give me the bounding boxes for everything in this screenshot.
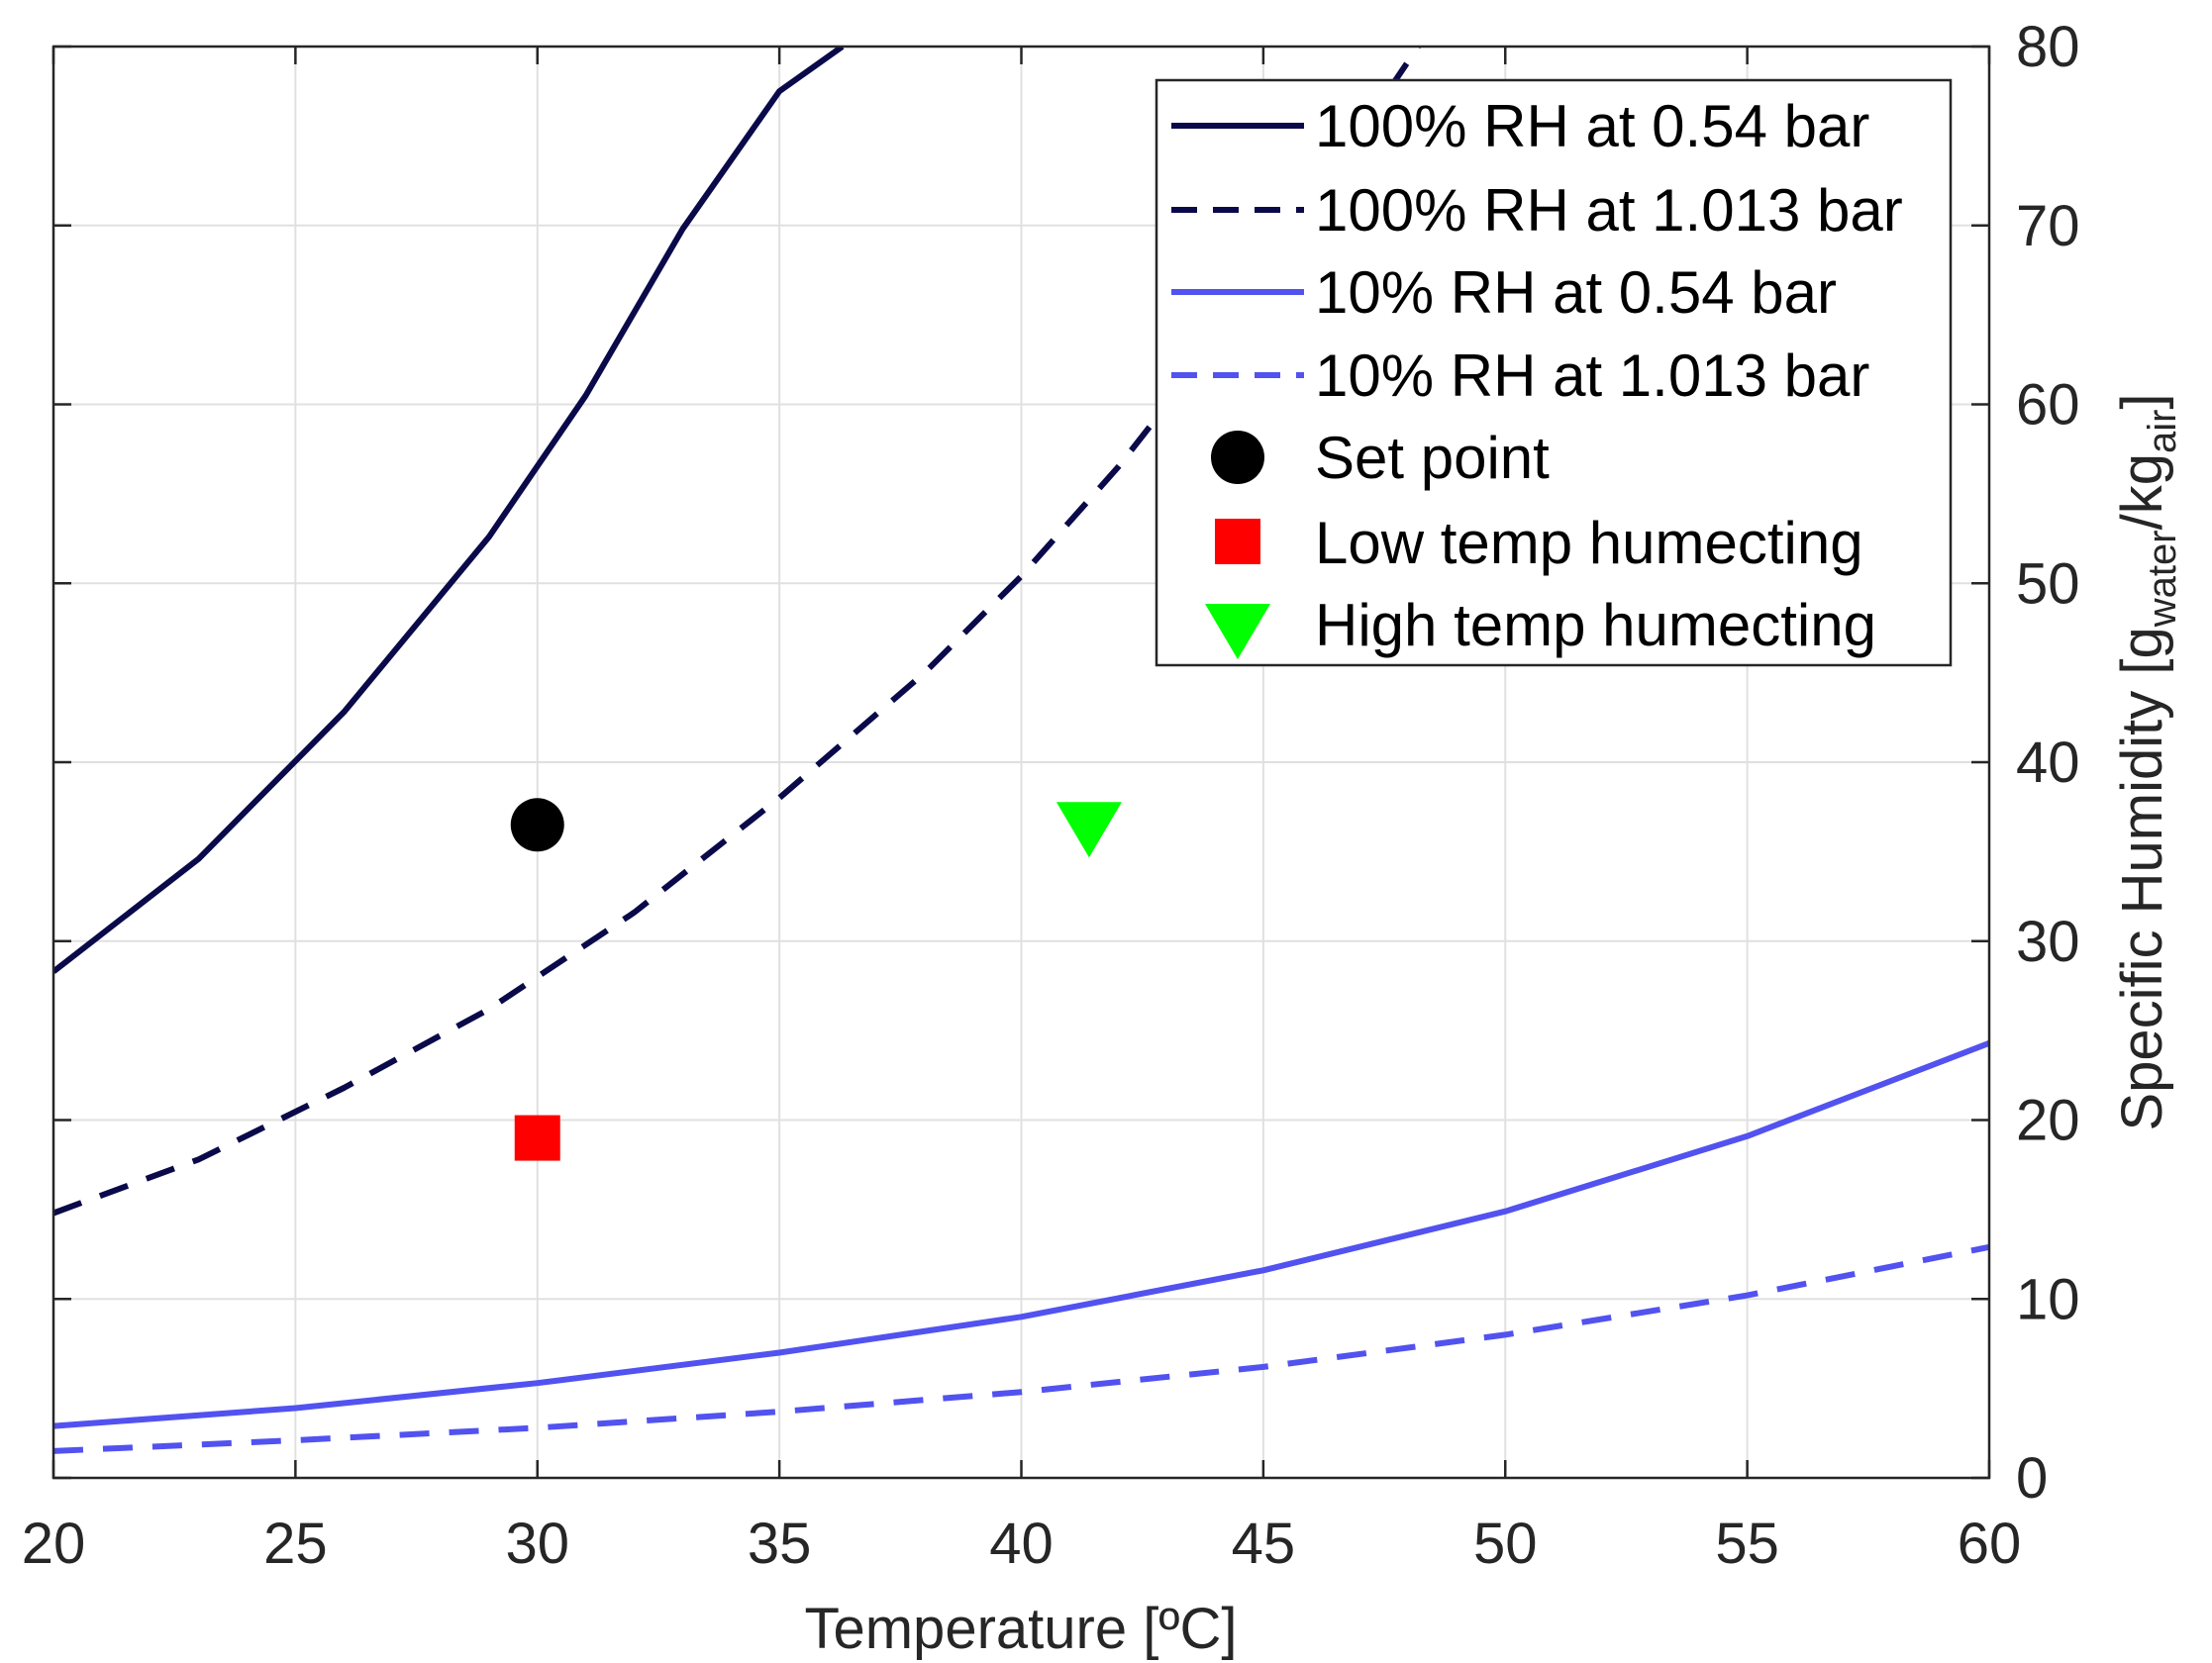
y-axis-title-sub-water: water	[2141, 530, 2184, 628]
x-tick-label: 40	[989, 1512, 1054, 1576]
x-axis-ticks: 20 25 30 35 40 45 50 55 60	[22, 47, 2022, 1576]
legend: 100% RH at 0.54 bar 100% RH at 1.013 bar…	[1155, 78, 1953, 667]
legend-label-series-3: 10% RH at 0.54 bar	[1315, 259, 1837, 326]
series-line-3	[53, 1040, 1989, 1429]
y-tick-label: 30	[2016, 910, 2080, 974]
grid	[53, 47, 1989, 1478]
y-axis-title-main: Specific Humidity [g	[2110, 627, 2174, 1130]
y-tick-label: 0	[2016, 1446, 2048, 1511]
y-tick-label: 60	[2016, 373, 2080, 438]
legend-label-series-1: 100% RH at 0.54 bar	[1315, 93, 1869, 159]
y-tick-label: 50	[2016, 551, 2080, 616]
y-tick-label: 70	[2016, 194, 2080, 258]
legend-label-series-2: 100% RH at 1.013 bar	[1315, 177, 1903, 244]
legend-label-series-4: 10% RH at 1.013 bar	[1315, 342, 1869, 409]
x-axis-title: Temperature [ºC]	[804, 1597, 1237, 1661]
legend-label-low-temp: Low temp humecting	[1315, 510, 1863, 576]
x-tick-label: 35	[748, 1512, 812, 1576]
y-axis-title-end: ]	[2110, 393, 2174, 409]
legend-marker-set-point	[1211, 431, 1264, 484]
y-tick-label: 20	[2016, 1089, 2080, 1153]
x-tick-label: 30	[505, 1512, 569, 1576]
y-axis-title-mid: /kg	[2110, 453, 2174, 530]
legend-box	[1155, 78, 1953, 667]
series-line-4	[53, 1243, 1989, 1454]
y-axis-ticks: 0 10 20 30 40 50 60 70 80	[53, 15, 2080, 1511]
series-line-1	[53, 47, 845, 974]
legend-label-high-temp: High temp humecting	[1315, 592, 1876, 658]
x-tick-label: 20	[22, 1512, 86, 1576]
points-layer	[510, 798, 1122, 1161]
x-tick-label: 60	[1958, 1512, 2022, 1576]
x-tick-label: 50	[1473, 1512, 1538, 1576]
marker-high-temp	[1056, 802, 1122, 858]
marker-set-point	[510, 798, 564, 852]
x-tick-label: 55	[1715, 1512, 1779, 1576]
x-tick-label: 45	[1232, 1512, 1296, 1576]
legend-marker-high-temp	[1205, 604, 1270, 659]
x-tick-label: 25	[263, 1512, 328, 1576]
y-axis-title: Specific Humidity [gwater/kgair]	[2110, 393, 2184, 1130]
legend-marker-low-temp	[1215, 519, 1260, 564]
y-tick-label: 80	[2016, 15, 2080, 79]
y-tick-label: 10	[2016, 1267, 2080, 1331]
y-axis-title-sub-air: air	[2141, 410, 2184, 453]
legend-label-set-point: Set point	[1315, 425, 1550, 491]
marker-low-temp	[514, 1115, 560, 1161]
y-tick-label: 40	[2016, 731, 2080, 795]
